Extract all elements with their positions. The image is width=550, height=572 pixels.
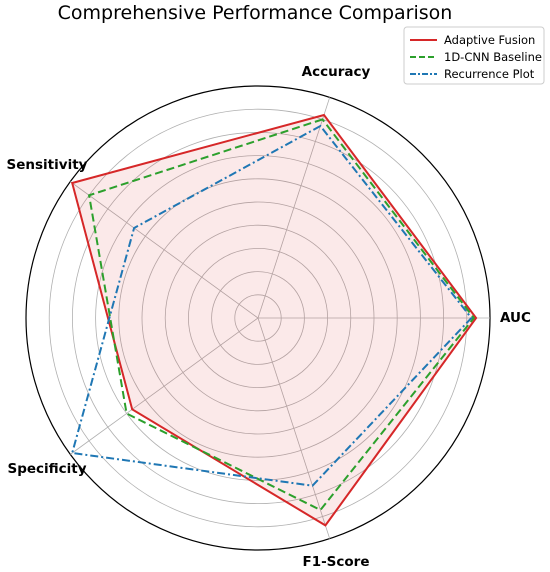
series-line-1d-cnn-baseline bbox=[87, 118, 476, 512]
spoke-sensitivity bbox=[70, 181, 259, 319]
spoke-specificity bbox=[70, 317, 259, 455]
spoke-f1-score bbox=[257, 317, 331, 539]
legend-frame bbox=[403, 26, 545, 85]
chart-title: Comprehensive Performance Comparison bbox=[58, 2, 453, 24]
axis-labels: Accuracy Sensitivity Specificity F1-Score AU… bbox=[7, 64, 531, 570]
series-line-adaptive-fusion bbox=[70, 113, 478, 527]
series-fill-adaptive-fusion bbox=[72, 115, 477, 526]
legend-label-adaptive-fusion: Adaptive Fusion bbox=[444, 33, 535, 47]
legend: Adaptive Fusion 1D-CNN Baseline Recurrence… bbox=[403, 26, 545, 85]
axis-label-specificity: Specificity bbox=[7, 461, 86, 477]
series-line-recurrence-plot bbox=[70, 124, 473, 487]
axis-label-accuracy: Accuracy bbox=[302, 64, 371, 80]
axis-label-auc: AUC bbox=[500, 310, 531, 326]
axis-label-sensitivity: Sensitivity bbox=[7, 157, 88, 173]
axis-label-f1-score: F1-Score bbox=[302, 554, 369, 570]
series-layer bbox=[70, 113, 478, 527]
legend-label-recurrence-plot: Recurrence Plot bbox=[444, 67, 535, 81]
spoke-accuracy bbox=[257, 97, 331, 319]
legend-label-1d-cnn-baseline: 1D-CNN Baseline bbox=[444, 50, 542, 64]
